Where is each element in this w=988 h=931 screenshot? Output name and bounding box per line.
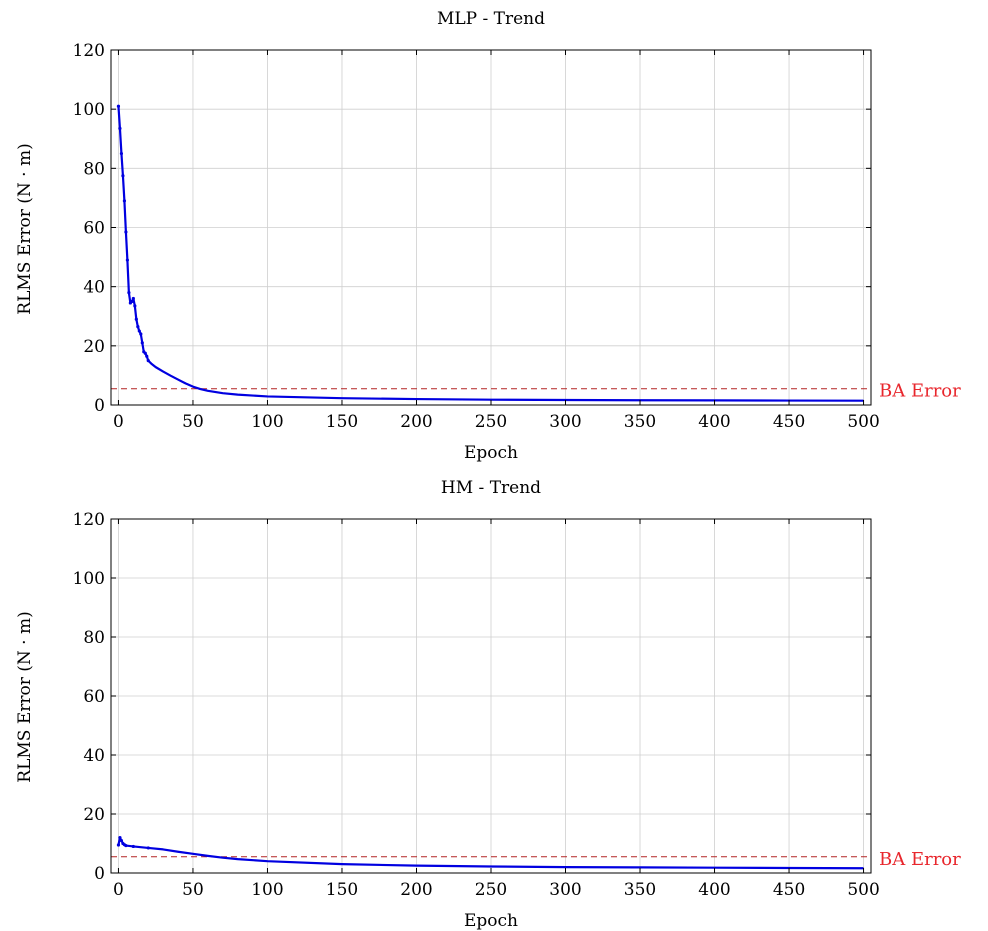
data-point: [127, 290, 131, 295]
x-tick-label: 150: [326, 412, 358, 432]
x-tick-label: 50: [182, 412, 204, 432]
data-point: [134, 317, 138, 321]
data-point: [146, 359, 150, 363]
data-point: [118, 126, 122, 130]
y-axis-label: RLMS Error (N · m): [15, 611, 35, 782]
x-tick-label: 200: [400, 880, 432, 900]
x-tick-label: 100: [251, 880, 283, 900]
y-tick-label: 20: [83, 805, 105, 825]
x-axis-label: Epoch: [464, 443, 518, 463]
x-tick-label: 350: [624, 880, 656, 900]
y-tick-label: 80: [83, 628, 105, 648]
data-point: [136, 325, 140, 329]
data-point: [139, 332, 143, 336]
x-tick-label: 500: [847, 880, 879, 900]
y-tick-label: 0: [94, 864, 105, 884]
data-point: [145, 354, 149, 358]
y-tick-label: 0: [94, 396, 105, 416]
y-axis-label: RLMS Error (N · m): [15, 143, 35, 314]
ba-error-label: BA Error: [879, 849, 961, 870]
data-point: [124, 843, 128, 848]
data-point: [131, 296, 135, 301]
y-tick-label: 40: [83, 746, 105, 766]
chart-hm-trend: HM - Trend Epoch RLMS Error (N · m) BA E…: [15, 478, 961, 931]
x-tick-label: 350: [624, 412, 656, 432]
x-tick-label: 250: [475, 412, 507, 432]
x-tick-label: 250: [475, 880, 507, 900]
data-point: [121, 174, 125, 178]
data-point: [140, 341, 144, 345]
x-axis-label: Epoch: [464, 911, 518, 931]
x-tick-label: 50: [182, 880, 204, 900]
ba-error-label: BA Error: [879, 381, 961, 402]
data-point: [124, 230, 128, 234]
data-point: [119, 151, 124, 156]
x-tick-label: 300: [549, 412, 581, 432]
data-point: [119, 838, 124, 843]
x-tick-label: 300: [549, 880, 581, 900]
data-point: [133, 304, 137, 308]
x-tick-label: 200: [400, 412, 432, 432]
y-tick-label: 120: [73, 510, 105, 530]
data-point: [118, 836, 122, 840]
y-tick-label: 100: [73, 100, 105, 120]
chart-mlp-trend: MLP - Trend Epoch RLMS Error (N · m) BA …: [15, 9, 961, 463]
x-tick-label: 400: [698, 412, 730, 432]
x-tick-label: 0: [113, 412, 124, 432]
x-tick-label: 400: [698, 880, 730, 900]
x-tick-label: 450: [773, 880, 805, 900]
data-point: [146, 846, 150, 850]
y-tick-label: 20: [83, 337, 105, 357]
data-point: [143, 351, 147, 355]
x-tick-label: 500: [847, 412, 879, 432]
y-tick-label: 120: [73, 41, 105, 61]
y-tick-label: 60: [83, 219, 105, 239]
chart-title: HM - Trend: [441, 478, 541, 498]
y-tick-label: 100: [73, 569, 105, 589]
y-tick-label: 40: [83, 278, 105, 298]
data-point: [116, 843, 121, 847]
y-tick-label: 80: [83, 159, 105, 179]
x-tick-label: 450: [773, 412, 805, 432]
data-point: [116, 104, 121, 108]
data-point: [137, 329, 141, 333]
data-point: [130, 299, 134, 304]
x-tick-label: 0: [113, 880, 124, 900]
chart-title: MLP - Trend: [437, 9, 545, 29]
y-tick-label: 60: [83, 687, 105, 707]
data-point: [131, 844, 135, 849]
data-point: [125, 258, 129, 262]
x-tick-label: 100: [251, 412, 283, 432]
x-tick-label: 150: [326, 880, 358, 900]
data-point: [122, 199, 127, 203]
